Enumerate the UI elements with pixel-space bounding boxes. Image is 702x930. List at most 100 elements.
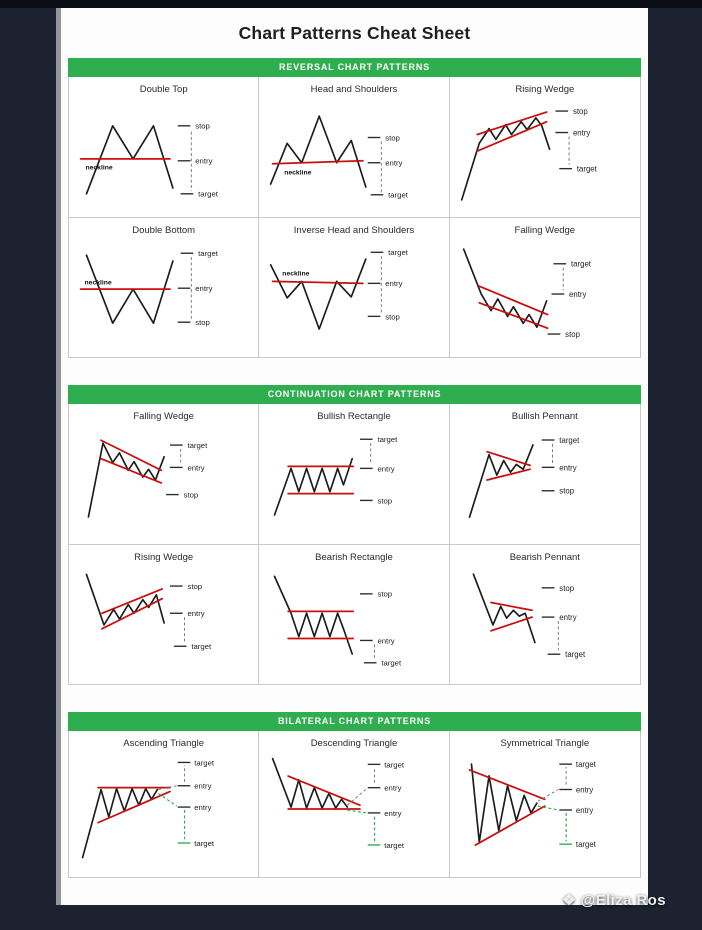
sheet-body: REVERSAL CHART PATTERNS Double Top neckl…: [61, 58, 648, 878]
section-continuation: CONTINUATION CHART PATTERNS Falling Wedg…: [68, 385, 641, 685]
pattern-name: Descending Triangle: [310, 738, 398, 749]
pattern-cell-double-bottom: Double Bottom neckline target entry stop: [69, 217, 260, 357]
entry-label: entry: [187, 609, 204, 618]
falling-wedge-diagram: target entry stop: [462, 248, 592, 339]
target-label: target: [388, 191, 409, 200]
pattern-name: Bullish Pennant: [511, 411, 578, 422]
lower-trendline: [478, 301, 549, 330]
stop-label: stop: [184, 491, 199, 500]
pattern-name: Ascending Triangle: [123, 738, 205, 749]
price-line: [470, 763, 538, 844]
descending-triangle-diagram: target entry entry target: [272, 757, 406, 850]
stop-label: stop: [195, 318, 210, 327]
lower-trendline: [489, 616, 533, 632]
head-and-shoulders-diagram: neckline stop entry target: [270, 115, 409, 200]
upper-trendline: [485, 450, 531, 467]
price-line: [468, 444, 534, 518]
upper-trendline: [489, 601, 533, 612]
entry-label: entry: [378, 636, 395, 645]
section-header-bilateral: BILATERAL CHART PATTERNS: [68, 712, 641, 731]
bearish-pennant-diagram: stop entry target: [472, 573, 586, 659]
upper-trendline: [476, 111, 548, 136]
stop-label: stop: [559, 584, 574, 593]
pattern-name: Rising Wedge: [515, 84, 575, 95]
entry-label: entry: [569, 290, 586, 299]
target-label: target: [191, 642, 212, 651]
stop-label: stop: [559, 487, 574, 496]
pattern-cell-bearish-pennant: Bearish Pennant stop entry target: [449, 544, 640, 684]
target-label: target: [382, 659, 403, 668]
upper-trendline: [478, 285, 549, 316]
pattern-name: Symmetrical Triangle: [500, 738, 590, 749]
neckline-label: neckline: [285, 169, 312, 176]
pattern-name: Falling Wedge: [514, 225, 576, 236]
entry-label: entry: [386, 159, 403, 168]
rising-wedge-diagram: stop entry target: [460, 107, 597, 201]
price-line: [85, 573, 165, 626]
price-line: [472, 573, 536, 644]
top-dark-strip: [0, 0, 702, 8]
pattern-cell-bearish-rectangle: Bearish Rectangle stop entry target: [259, 544, 450, 684]
price-line: [460, 117, 551, 201]
pattern-name: Bearish Rectangle: [315, 552, 393, 563]
target-label: target: [571, 260, 592, 269]
target-up-label: target: [194, 758, 215, 767]
lower-trendline: [101, 597, 164, 630]
cheat-sheet-card: Chart Patterns Cheat Sheet REVERSAL CHAR…: [56, 8, 648, 905]
entry-up-label: entry: [576, 785, 593, 794]
entry-label: entry: [573, 128, 590, 137]
entry-label: entry: [195, 157, 212, 166]
double-bottom-diagram: neckline target entry stop: [79, 249, 219, 327]
price-line: [87, 442, 165, 518]
pattern-cell-bullish-pennant: Bullish Pennant target entry stop: [450, 404, 640, 544]
entry-down-label: entry: [194, 803, 211, 812]
lower-breakout-dashed: [537, 805, 559, 811]
pattern-name: Bullish Rectangle: [317, 411, 391, 422]
target-label: target: [187, 441, 208, 450]
reversal-grid: Double Top neckline stop entry target He…: [68, 77, 641, 358]
lower-breakout-dashed: [347, 809, 368, 814]
stop-label: stop: [386, 312, 401, 321]
inverse-head-and-shoulders-diagram: neckline target entry stop: [270, 248, 409, 330]
target-label: target: [198, 190, 219, 199]
section-header-reversal: REVERSAL CHART PATTERNS: [68, 58, 641, 77]
pattern-cell-ascending-triangle: Ascending Triangle target entry entry ta…: [69, 731, 260, 877]
neckline-label: neckline: [85, 279, 112, 286]
rising-wedge-diagram: stop entry target: [85, 573, 212, 651]
entry-up-label: entry: [385, 784, 402, 793]
pattern-cell-symmetrical-triangle: Symmetrical Triangle target entry entry …: [450, 731, 640, 877]
upper-breakout-dashed: [347, 788, 368, 806]
pattern-cell-falling-wedge-continuation: Falling Wedge target entry stop: [69, 404, 260, 544]
price-line: [462, 248, 548, 329]
target-label: target: [388, 248, 409, 257]
target-label: target: [565, 650, 586, 659]
diamond-icon: ❖: [562, 892, 577, 909]
resistance-line: [287, 775, 362, 807]
pattern-cell-rising-wedge-reversal: Rising Wedge stop entry target: [450, 77, 640, 217]
entry-up-label: entry: [194, 782, 211, 791]
entry-label: entry: [559, 463, 576, 472]
target-up-label: target: [385, 760, 406, 769]
bullish-rectangle-diagram: target entry stop: [274, 435, 399, 516]
lower-trendline: [100, 457, 163, 484]
entry-label: entry: [559, 613, 576, 622]
neckline-label: neckline: [86, 165, 113, 172]
pattern-name: Falling Wedge: [133, 411, 194, 422]
stop-label: stop: [187, 582, 202, 591]
pattern-name: Head and Shoulders: [310, 84, 398, 95]
price-line: [81, 787, 159, 859]
target-down-label: target: [385, 841, 406, 850]
symmetrical-triangle-diagram: target entry entry target: [468, 760, 596, 849]
section-bilateral: BILATERAL CHART PATTERNS Ascending Trian…: [68, 712, 641, 878]
price-line: [274, 457, 354, 516]
upper-breakout-dashed: [537, 789, 559, 802]
pattern-name: Bearish Pennant: [509, 552, 580, 563]
bullish-pennant-diagram: target entry stop: [468, 436, 580, 518]
page-title: Chart Patterns Cheat Sheet: [238, 23, 471, 43]
section-header-continuation: CONTINUATION CHART PATTERNS: [68, 385, 641, 404]
target-label: target: [378, 435, 399, 444]
target-label: target: [559, 436, 580, 445]
neckline-line: [272, 159, 365, 165]
ascending-triangle-diagram: target entry entry target: [81, 758, 215, 859]
price-line: [274, 575, 354, 655]
